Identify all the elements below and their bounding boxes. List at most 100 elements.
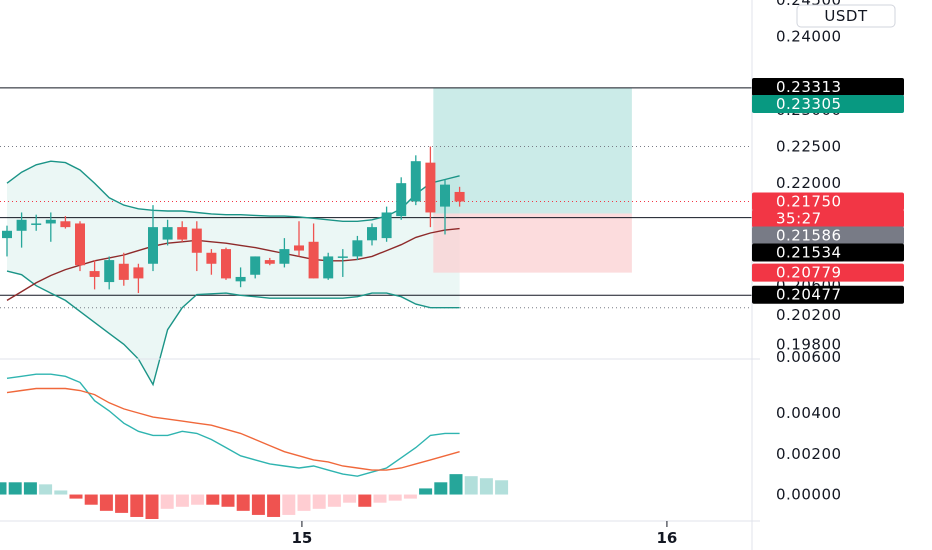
- candle-body: [337, 256, 348, 258]
- candle-body: [60, 221, 71, 228]
- macd-histogram-bar: [84, 494, 98, 505]
- macd-histogram-bar: [479, 478, 493, 495]
- candle[interactable]: [221, 247, 231, 280]
- price-tag-label: 0.20477: [776, 286, 842, 304]
- macd-histogram-bar: [130, 494, 144, 517]
- currency-badge[interactable]: USDT: [796, 4, 896, 28]
- candle[interactable]: [454, 186, 465, 207]
- macd-histogram-bar: [297, 494, 311, 511]
- candle[interactable]: [410, 155, 421, 206]
- bollinger-band-fill: [7, 161, 460, 385]
- macd-histogram-bar: [206, 494, 220, 505]
- macd-histogram-bar: [495, 480, 509, 495]
- candle[interactable]: [279, 238, 290, 268]
- candle-body: [148, 227, 158, 264]
- price-tag-bg: [752, 243, 904, 262]
- macd-histogram-bar: [115, 494, 129, 513]
- candle[interactable]: [396, 177, 407, 220]
- stop-loss-zone[interactable]: [433, 213, 632, 273]
- candle[interactable]: [177, 221, 188, 242]
- candle[interactable]: [381, 206, 392, 242]
- candle[interactable]: [162, 219, 173, 246]
- candles-layer[interactable]: [2, 146, 465, 294]
- candle[interactable]: [60, 216, 71, 229]
- currency-label: USDT: [824, 7, 868, 25]
- candle[interactable]: [191, 221, 202, 272]
- candle[interactable]: [294, 221, 304, 257]
- macd-histogram-bar: [388, 494, 402, 501]
- candle-body: [410, 161, 421, 202]
- candle-body: [381, 212, 392, 239]
- candle[interactable]: [206, 249, 217, 275]
- macd-histogram-bar: [358, 494, 372, 507]
- macd-histogram-bar: [175, 494, 189, 507]
- price-tick-label: 0.20200: [776, 306, 842, 324]
- price-tag-label: 0.21534: [776, 243, 842, 261]
- candle-body: [177, 227, 188, 240]
- macd-pane[interactable]: [0, 373, 509, 519]
- candle-body: [250, 256, 261, 275]
- macd-histogram-bar: [0, 482, 7, 495]
- candle-body: [133, 267, 144, 279]
- price-tag-bg: [752, 285, 904, 304]
- price-tag[interactable]: 0.23305: [752, 94, 904, 113]
- candle[interactable]: [425, 146, 436, 228]
- candle-body: [16, 219, 27, 231]
- candle-body: [294, 245, 304, 251]
- price-tag[interactable]: 35:27: [752, 209, 904, 228]
- price-tag-bg: [752, 77, 904, 96]
- macd-histogram-bar: [39, 484, 53, 495]
- macd-histogram-bar: [267, 494, 281, 517]
- candle[interactable]: [264, 257, 275, 266]
- candle[interactable]: [337, 249, 348, 277]
- candle[interactable]: [323, 252, 334, 280]
- candle[interactable]: [89, 260, 100, 290]
- candle-body: [191, 228, 202, 253]
- candle-body: [367, 227, 377, 241]
- macd-histogram-bar: [343, 494, 357, 503]
- candle[interactable]: [31, 214, 42, 231]
- candle[interactable]: [133, 263, 144, 294]
- candle-body: [264, 260, 275, 264]
- candle[interactable]: [118, 252, 129, 286]
- candle[interactable]: [367, 223, 377, 246]
- candle-body: [118, 263, 129, 280]
- price-tag[interactable]: 0.23313: [752, 77, 904, 96]
- candle[interactable]: [16, 212, 27, 248]
- macd-histogram-bar: [327, 494, 341, 507]
- candle-body: [308, 241, 319, 279]
- candle[interactable]: [2, 225, 12, 257]
- candle-body: [440, 184, 450, 207]
- take-profit-zone[interactable]: [433, 87, 632, 214]
- candle[interactable]: [75, 221, 85, 272]
- macd-histogram-bar: [312, 494, 326, 509]
- macd-histogram-bar: [69, 494, 83, 499]
- price-tag-label: 35:27: [776, 209, 822, 227]
- candle[interactable]: [440, 179, 450, 235]
- price-tag[interactable]: 0.20477: [752, 285, 904, 304]
- macd-tick-partial-top: 0.00600: [776, 348, 842, 366]
- price-level-lines: [0, 87, 752, 309]
- candle[interactable]: [104, 256, 115, 290]
- candle-body: [396, 183, 407, 217]
- time-axis-ticks: 15 16: [291, 521, 677, 547]
- candle[interactable]: [352, 235, 363, 261]
- price-tick-label: 0.24000: [776, 28, 842, 46]
- price-tag-label: 0.20779: [776, 264, 842, 282]
- candle-body: [221, 249, 231, 279]
- candle[interactable]: [308, 223, 319, 279]
- candle-body: [206, 252, 217, 264]
- candle-body: [454, 191, 465, 202]
- price-tag[interactable]: 0.21750: [752, 192, 904, 211]
- candle[interactable]: [250, 256, 261, 279]
- price-tag[interactable]: 0.21534: [752, 243, 904, 262]
- macd-histogram-bar: [160, 494, 174, 509]
- macd-tick-label: 0.00400: [776, 404, 842, 422]
- candle[interactable]: [235, 267, 246, 288]
- candle[interactable]: [148, 205, 158, 272]
- candle[interactable]: [45, 212, 56, 242]
- price-tag[interactable]: 0.21586: [752, 226, 904, 245]
- price-tag[interactable]: 0.20779: [752, 263, 904, 282]
